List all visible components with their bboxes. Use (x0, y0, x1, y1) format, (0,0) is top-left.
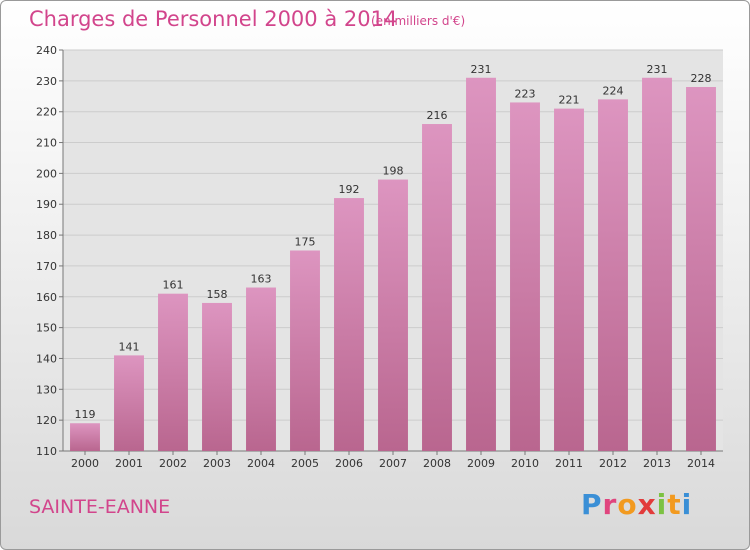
y-tick-label: 240 (36, 44, 57, 57)
bar (554, 108, 584, 451)
y-tick-label: 200 (36, 167, 57, 180)
bar (686, 87, 716, 451)
x-tick-label: 2008 (423, 457, 451, 470)
x-tick-label: 2006 (335, 457, 363, 470)
logo-letter: P (581, 488, 603, 521)
data-label: 223 (515, 87, 536, 100)
logo-letter: r (602, 488, 618, 521)
bar (202, 302, 232, 451)
data-label: 175 (295, 236, 316, 249)
proxiti-logo[interactable]: Proxiti (581, 488, 692, 521)
bar (422, 124, 452, 452)
bar (642, 77, 672, 451)
x-tick-label: 2010 (511, 457, 539, 470)
bar (598, 99, 628, 451)
x-tick-label: 2012 (599, 457, 627, 470)
data-label: 231 (471, 63, 492, 76)
bar (466, 77, 496, 451)
logo-letter: i (656, 488, 668, 521)
data-label: 161 (163, 279, 184, 292)
bar (158, 293, 188, 451)
data-label: 158 (207, 288, 228, 301)
bar (290, 250, 320, 451)
data-label: 216 (427, 109, 448, 122)
x-tick-label: 2003 (203, 457, 231, 470)
x-tick-label: 2014 (687, 457, 715, 470)
y-tick-label: 110 (36, 445, 57, 458)
data-label: 192 (339, 183, 360, 196)
logo-letter: t (667, 488, 682, 521)
commune-name: SAINTE-EANNE (29, 496, 171, 518)
x-tick-label: 2000 (71, 457, 99, 470)
data-label: 198 (383, 165, 404, 178)
x-tick-label: 2013 (643, 457, 671, 470)
bar (378, 179, 408, 452)
data-label: 224 (603, 84, 624, 97)
data-label: 119 (75, 408, 96, 421)
data-label: 221 (559, 94, 580, 107)
y-tick-label: 180 (36, 229, 57, 242)
y-tick-label: 150 (36, 322, 57, 335)
data-label: 141 (119, 340, 140, 353)
bar (334, 198, 364, 451)
logo-letter: x (637, 488, 657, 521)
logo-letter: o (617, 488, 638, 521)
bar (510, 102, 540, 451)
chart-subtitle: (en milliers d'€) (371, 14, 466, 28)
bar (70, 423, 100, 451)
y-tick-label: 120 (36, 414, 57, 427)
y-tick-label: 230 (36, 75, 57, 88)
y-tick-label: 210 (36, 137, 57, 150)
bar (246, 287, 276, 451)
y-tick-label: 190 (36, 198, 57, 211)
data-label: 228 (691, 72, 712, 85)
data-label: 163 (251, 273, 272, 286)
y-tick-label: 160 (36, 291, 57, 304)
y-tick-label: 170 (36, 260, 57, 273)
x-tick-label: 2001 (115, 457, 143, 470)
y-tick-label: 140 (36, 352, 57, 365)
x-tick-label: 2011 (555, 457, 583, 470)
chart-title: Charges de Personnel 2000 à 2014 (29, 7, 398, 31)
x-tick-label: 2009 (467, 457, 495, 470)
y-tick-label: 220 (36, 106, 57, 119)
x-tick-label: 2004 (247, 457, 275, 470)
x-tick-label: 2005 (291, 457, 319, 470)
logo-letter: i (681, 488, 693, 521)
bar (114, 355, 144, 451)
data-label: 231 (647, 63, 668, 76)
y-tick-label: 130 (36, 383, 57, 396)
x-tick-label: 2002 (159, 457, 187, 470)
x-tick-label: 2007 (379, 457, 407, 470)
